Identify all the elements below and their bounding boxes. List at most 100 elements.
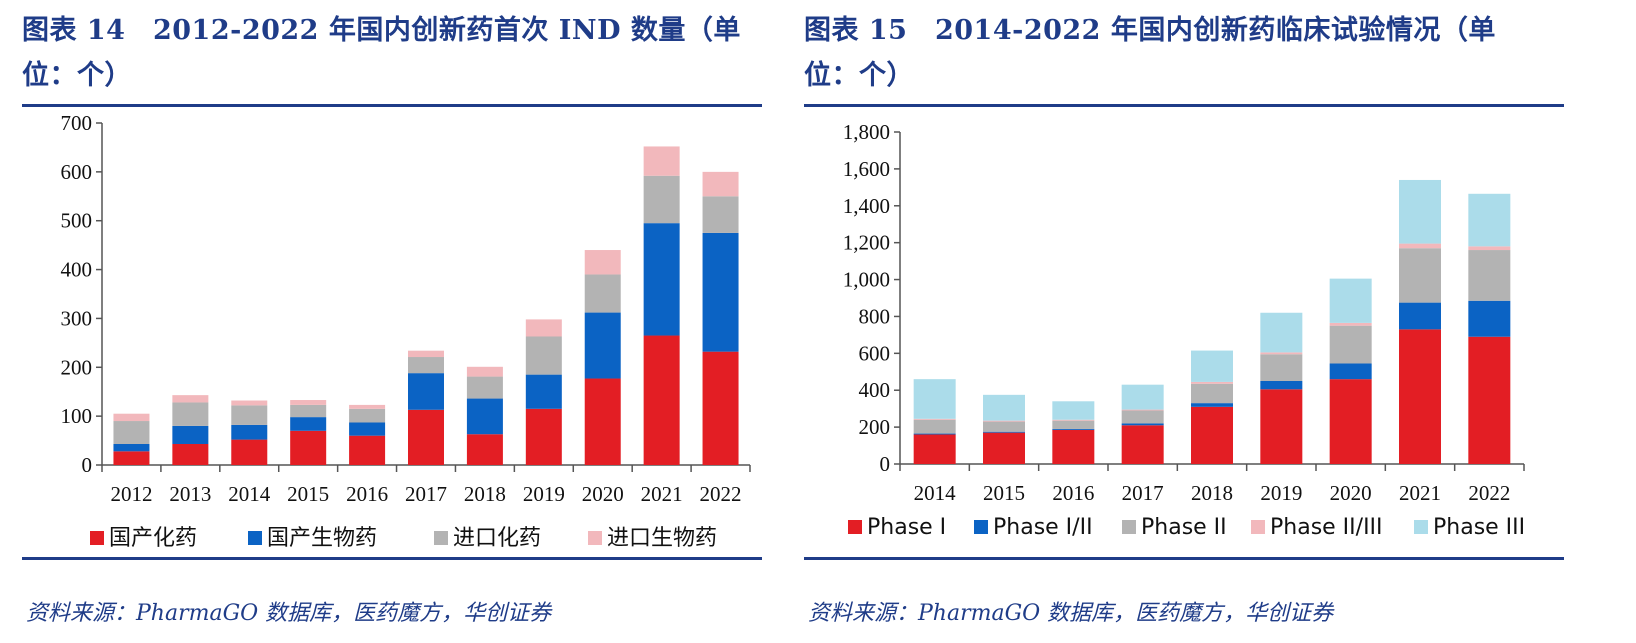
trial-chart-bar-2016-phase-i-ii (1052, 428, 1095, 430)
trial-chart-bar-2018-phase-i (1191, 406, 1233, 464)
trial-chart-bar-2015-phase-i-ii (983, 431, 1025, 433)
left-source-rule (22, 557, 762, 560)
ind-chart-legend-swatch-进口生物药 (588, 531, 602, 545)
ind-chart-legend: 国产化药 国产生物药 进口化药 进口生物药 (90, 526, 717, 551)
ind-chart-bar-2022-进口生物药 (702, 171, 739, 197)
trial-chart-legend-label-phase-iii: Phase III (1433, 515, 1525, 540)
ind-chart-x-tick-label: 2020 (582, 482, 624, 506)
ind-chart-bar-2014-进口生物药 (231, 400, 268, 406)
trial-chart-bar-2018-phase-iii (1191, 350, 1233, 382)
trial-chart-bar-2022-phase-ii (1468, 250, 1511, 301)
ind-chart-bar-2017-进口生物药 (408, 350, 444, 358)
ind-chart-bar-2020-进口化药 (584, 274, 621, 313)
right-title-line2: 位：个） (804, 60, 914, 91)
trial-chart-legend: Phase I Phase I/II Phase II Phase II/III Pha… (848, 515, 1525, 540)
trial-chart-y-tick-label: 800 (859, 304, 891, 328)
ind-chart-legend-label-国产化药: 国产化药 (109, 526, 197, 551)
ind-chart-bar-2018-国产生物药 (466, 398, 503, 435)
ind-chart-x-tick-label: 2022 (700, 482, 742, 506)
ind-chart-bar-2012-国产生物药 (113, 443, 150, 452)
trial-chart-bar-2014-phase-ii-iii (913, 418, 956, 420)
ind-chart-y-tick-label: 400 (61, 258, 93, 282)
trial-chart-y-tick-label: 1,200 (843, 231, 890, 255)
trial-chart-bar-2020-phase-i (1329, 379, 1372, 464)
trial-chart-bar-2022-phase-ii-iii (1468, 246, 1511, 251)
trial-chart-legend-swatch-phase-iii (1414, 520, 1428, 534)
trial-chart-bar-2021-phase-i-ii (1399, 302, 1441, 330)
trial-chart-bar-2019-phase-ii-iii (1260, 352, 1303, 355)
ind-chart-legend-swatch-进口化药 (434, 531, 448, 545)
ind-chart-bar-2019-进口化药 (525, 336, 562, 375)
ind-chart-bar-2022-国产生物药 (702, 232, 739, 352)
ind-chart-bar-2022-国产化药 (702, 351, 739, 465)
trial-chart-legend-swatch-phase-i (848, 520, 862, 534)
trial-chart-x-tick-label: 2014 (914, 481, 957, 505)
trial-chart-bar-2020-phase-i-ii (1329, 363, 1372, 380)
trial-chart-y-tick-label: 400 (859, 378, 891, 402)
ind-chart-bar-2017-进口化药 (408, 357, 444, 374)
trial-chart-bar-2014-phase-iii (913, 379, 956, 419)
trial-chart-x-tick-label: 2019 (1260, 481, 1302, 505)
left-title-line2: 位：个） (22, 60, 132, 91)
trial-chart-bar-2015-phase-iii (983, 394, 1025, 421)
trial-chart-bar-2017-phase-iii (1121, 384, 1164, 410)
ind-chart-x-tick-label: 2013 (169, 482, 211, 506)
trial-chart-y-tick-label: 200 (859, 415, 891, 439)
ind-chart-x-tick-label: 2018 (464, 482, 506, 506)
ind-chart-bar-2021-进口生物药 (643, 146, 680, 176)
ind-chart-x-tick-label: 2021 (641, 482, 683, 506)
ind-chart-bar-2014-进口化药 (231, 405, 268, 425)
ind-chart-bar-2022-进口化药 (702, 196, 739, 233)
ind-chart-bar-2017-国产生物药 (408, 373, 444, 410)
ind-chart-x-tick-label: 2019 (523, 482, 565, 506)
trial-chart-bar-2016-phase-ii-iii (1052, 419, 1095, 421)
ind-chart-bar-2016-进口化药 (349, 408, 386, 423)
ind-chart-legend-swatch-国产化药 (90, 531, 104, 545)
ind-chart-bar-2015-国产化药 (290, 430, 327, 465)
ind-chart-y-tick-label: 0 (82, 453, 93, 477)
ind-chart-y-tick-label: 500 (61, 209, 93, 233)
ind-chart-legend-label-国产生物药: 国产生物药 (267, 526, 377, 551)
trial-chart-y-tick-label: 1,400 (843, 194, 890, 218)
trial-chart-x-tick-label: 2017 (1122, 481, 1164, 505)
left-chart: 0 100 200 300 400 500 600 700 2012 2013 2014 2015 20… (61, 111, 751, 551)
ind-chart-x-tick-label: 2016 (346, 482, 388, 506)
trial-chart-bar-2021-phase-iii (1399, 179, 1441, 244)
left-title-line1: 图表 14 2012-2022 年国内创新药首次 IND 数量（单 (22, 15, 741, 46)
ind-chart-bar-2021-进口化药 (643, 175, 680, 224)
trial-chart-x-tick-label: 2015 (983, 481, 1025, 505)
ind-chart-bar-2018-进口化药 (466, 376, 503, 399)
ind-chart-bar-2019-国产生物药 (525, 374, 562, 409)
trial-chart-bar-2017-phase-i (1121, 425, 1164, 464)
trial-chart-x-tick-label: 2022 (1468, 481, 1510, 505)
trial-chart-bar-2022-phase-i (1468, 336, 1511, 464)
ind-chart-x-tick-label: 2015 (287, 482, 329, 506)
ind-chart-bar-2015-进口化药 (290, 404, 327, 418)
ind-chart-bar-2017-国产化药 (408, 409, 444, 465)
trial-chart-bar-2020-phase-iii (1329, 278, 1372, 323)
left-source-note: 资料来源：PharmaGO 数据库，医药魔方，华创证券 (26, 601, 552, 626)
ind-chart-bar-2016-国产化药 (349, 435, 386, 465)
ind-chart-y-tick-label: 200 (61, 355, 93, 379)
trial-chart-bar-2017-phase-ii-iii (1121, 409, 1164, 411)
ind-chart-bar-2012-进口生物药 (113, 413, 150, 422)
right-chart-title: 图表 15 2014-2022 年国内创新药临床试验情况（单 位：个） (804, 8, 1564, 98)
ind-chart-bar-2015-国产生物药 (290, 417, 327, 431)
right-source-rule (804, 557, 1564, 560)
trial-chart-legend-label-phase-ii: Phase II (1141, 515, 1227, 540)
ind-chart-x-tick-label: 2017 (405, 482, 447, 506)
right-title-line1: 图表 15 2014-2022 年国内创新药临床试验情况（单 (804, 15, 1496, 46)
trial-chart-legend-label-phase-i: Phase I (867, 515, 946, 540)
ind-chart-bar-2018-国产化药 (466, 434, 503, 465)
ind-chart-bar-2016-国产生物药 (349, 422, 386, 436)
trial-chart-legend-swatch-phase-ii (1122, 520, 1136, 534)
trial-chart-legend-label-phase-ii-iii: Phase II/III (1270, 515, 1383, 540)
trial-chart-bar-2017-phase-ii (1121, 410, 1164, 424)
trial-chart-bar-2019-phase-i-ii (1260, 381, 1303, 390)
ind-chart-legend-label-进口化药: 进口化药 (453, 526, 541, 551)
ind-chart-legend-swatch-国产生物药 (248, 531, 262, 545)
ind-chart-bar-2020-国产化药 (584, 378, 621, 465)
trial-chart-x-tick-label: 2020 (1330, 481, 1372, 505)
ind-chart-bar-2019-国产化药 (525, 408, 562, 465)
trial-chart-y-tick-label: 600 (859, 341, 891, 365)
